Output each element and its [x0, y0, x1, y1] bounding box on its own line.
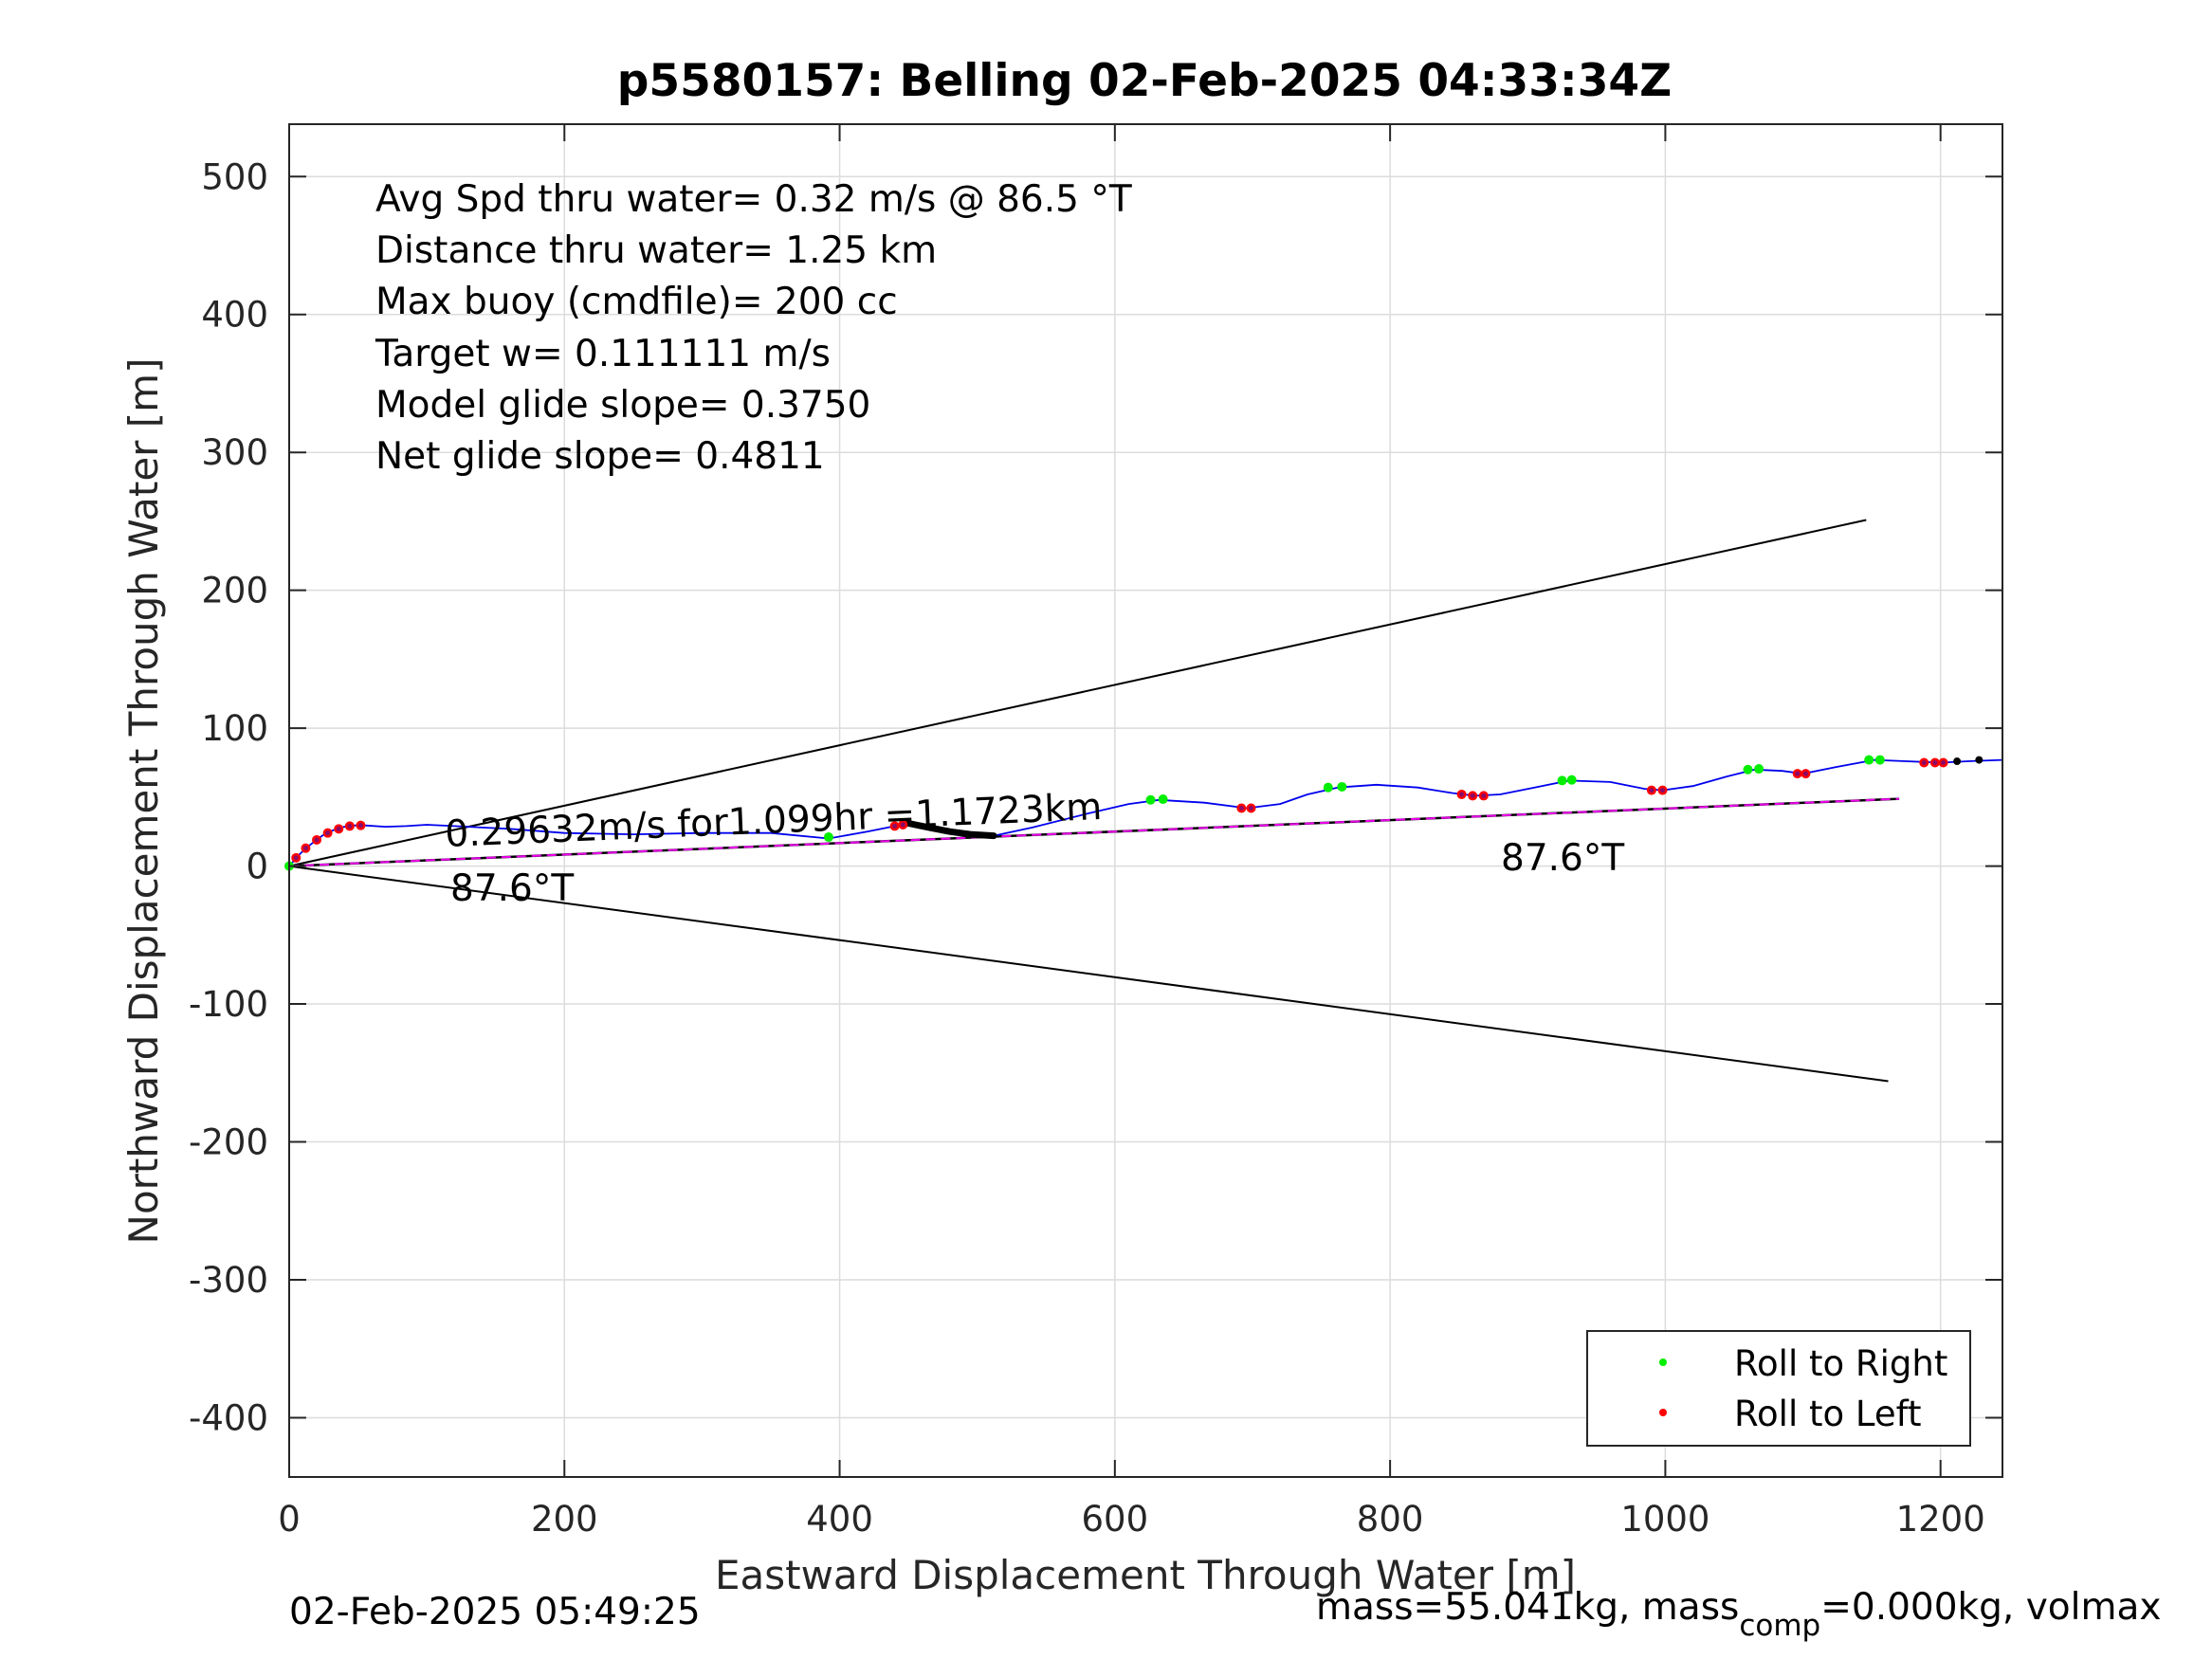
footer-mass-info: mass=55.041kg, masscomp=0.000kg, volmax [1316, 1586, 2161, 1643]
roll-left-marker-core [1921, 759, 1927, 765]
info-line-net-glide: Net glide slope= 0.4811 [375, 435, 825, 478]
footer-mass-subscript: comp [1739, 1609, 1820, 1643]
info-line-avg-speed: Avg Spd thru water= 0.32 m/s @ 86.5 °T [375, 178, 1132, 221]
cone-upper-line [288, 519, 1867, 867]
end-point-marker [1953, 757, 1962, 766]
y-tick-label: 500 [201, 156, 268, 197]
y-tick-label: -200 [189, 1122, 268, 1163]
roll-right-marker [1864, 755, 1874, 765]
track-line [288, 758, 2003, 867]
footer-mass-prefix: mass=55.041kg, mass [1316, 1586, 1739, 1629]
plot-area-border [288, 123, 2003, 1478]
y-tick-label: 0 [246, 847, 268, 887]
roll-left-marker-core [1932, 759, 1938, 765]
y-tick-label: -300 [189, 1260, 268, 1301]
roll-left-marker-core [1941, 759, 1947, 765]
x-tick-label: 1000 [1620, 1499, 1709, 1540]
info-text-block: Avg Spd thru water= 0.32 m/s @ 86.5 °T D… [375, 178, 1132, 478]
x-tick-label: 600 [1082, 1499, 1149, 1540]
legend-box [1586, 1330, 1971, 1447]
y-tick-label: 100 [201, 708, 268, 749]
roll-right-marker [1323, 782, 1333, 793]
roll-left-marker-core [892, 823, 898, 829]
mean-heading-dashed-line [288, 797, 1900, 867]
axis-ticks: 0 200 400 600 800 1000 1200 -400 -300 -200 -100 0 10… [189, 124, 2002, 1540]
y-tick-label: 200 [201, 571, 268, 611]
cone-lower-line [288, 865, 1889, 1083]
roll-left-marker-core [325, 830, 331, 836]
x-tick-label: 200 [531, 1499, 598, 1540]
legend: Roll to Right Roll to Left [1586, 1330, 1971, 1447]
x-tick-label: 0 [278, 1499, 301, 1540]
y-tick-label: -400 [189, 1397, 268, 1438]
track-series [288, 758, 2003, 867]
roll-right-marker [1743, 764, 1753, 775]
info-line-max-buoy: Max buoy (cmdfile)= 200 cc [375, 281, 898, 323]
info-line-model-glide: Model glide slope= 0.3750 [375, 384, 870, 427]
legend-marker-roll-right [1659, 1358, 1667, 1366]
info-line-target-w: Target w= 0.111111 m/s [375, 333, 831, 375]
roll-right-marker [823, 832, 833, 843]
roll-right-marker [1874, 755, 1885, 765]
roll-left-marker-core [1660, 788, 1666, 793]
x-tick-label: 800 [1357, 1499, 1424, 1540]
legend-label-roll-right: Roll to Right [1734, 1343, 1947, 1384]
end-point-marker [1975, 756, 1983, 764]
heading-cone [288, 519, 1889, 1083]
roll-left-marker-core [1795, 771, 1801, 776]
x-tick-label: 400 [806, 1499, 873, 1540]
roll-left-marker-core [1459, 792, 1465, 797]
y-tick-label: 400 [201, 295, 268, 336]
roll-left-marker-core [1481, 793, 1487, 798]
roll-left-marker-core [1238, 806, 1244, 811]
roll-left-marker-core [347, 823, 353, 829]
roll-left-marker-core [1470, 793, 1475, 798]
roll-left-marker-core [293, 855, 299, 861]
roll-left-marker-core [314, 837, 320, 843]
legend-marker-roll-left [1659, 1409, 1667, 1416]
grid-lines [288, 124, 2002, 1477]
roll-right-marker [1337, 781, 1347, 792]
chart-title: p5580157: Belling 02-Feb-2025 04:33:34Z [617, 55, 1672, 107]
x-axis-label: Eastward Displacement Through Water [m] [715, 1552, 1576, 1598]
y-tick-label: -100 [189, 984, 268, 1025]
heading-annotation-end: 87.6°T [1501, 837, 1624, 880]
roll-right-marker [1145, 794, 1156, 805]
roll-left-marker-core [302, 846, 308, 851]
y-axis-label: Northward Displacement Through Water [m] [120, 358, 167, 1245]
footer-timestamp: 02-Feb-2025 05:49:25 [289, 1591, 701, 1633]
roll-left-marker-core [1802, 771, 1808, 776]
roll-left-marker-core [336, 826, 341, 831]
roll-left-marker-core [1249, 806, 1254, 811]
roll-right-marker [1566, 775, 1577, 785]
info-line-distance: Distance thru water= 1.25 km [375, 229, 937, 272]
roll-right-marker [1557, 775, 1567, 786]
footer-mass-suffix: =0.000kg, volmax [1820, 1586, 2161, 1629]
y-tick-label: 300 [201, 432, 268, 473]
roll-left-marker-core [357, 823, 363, 829]
roll-left-marker-core [900, 822, 905, 828]
legend-label-roll-left: Roll to Left [1734, 1394, 1922, 1434]
x-tick-label: 1200 [1896, 1499, 1985, 1540]
surface-segment-line [905, 820, 997, 840]
roll-left-marker-core [1649, 788, 1654, 793]
roll-right-marker [1158, 794, 1168, 805]
roll-markers [284, 755, 1983, 871]
heading-annotation-start: 87.6°T [450, 867, 574, 910]
roll-right-marker [1754, 764, 1764, 775]
